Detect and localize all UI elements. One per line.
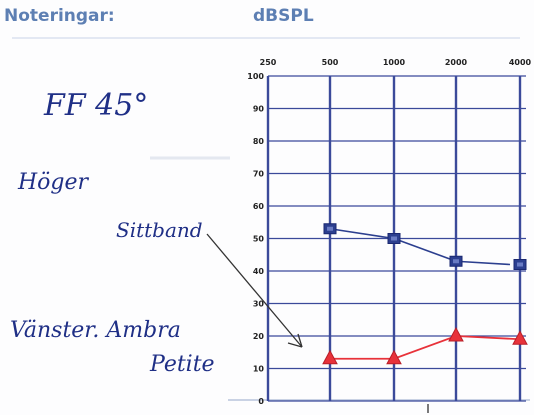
- x-tick-label: 4000: [509, 58, 532, 67]
- series-square: [323, 223, 527, 270]
- x-tick-label: 500: [322, 58, 339, 67]
- data-point-square-inner: [453, 259, 459, 264]
- y-tick-label: 20: [253, 332, 265, 341]
- handwritten-note-position: Sittband: [116, 218, 203, 242]
- y-tick-label: 50: [253, 235, 265, 244]
- data-point-square-inner: [517, 262, 523, 267]
- y-tick-label: 40: [253, 267, 265, 276]
- y-axis-labels: 0 10 20 30 40 50 60 70 80 90 100: [247, 72, 264, 406]
- y-tick-label: 30: [253, 300, 265, 309]
- y-tick-label: 70: [253, 170, 265, 179]
- y-tick-label: 90: [253, 105, 265, 114]
- arrow-shaft: [206, 233, 303, 348]
- series-line: [329, 227, 395, 240]
- y-tick-label: 0: [258, 397, 264, 406]
- arrow-annotation: [206, 233, 303, 348]
- data-point-triangle: [448, 326, 464, 342]
- data-point-triangle: [322, 349, 338, 365]
- series-line: [393, 237, 457, 263]
- handwritten-note-right: Höger: [18, 170, 89, 195]
- data-point-square-inner: [391, 236, 397, 241]
- unit-heading: dBSPL: [253, 6, 314, 26]
- handwritten-note-left: Vänster. Ambra: [10, 318, 181, 343]
- handwritten-note-ff45: FF 45°: [44, 88, 149, 123]
- x-tick-label: 2000: [445, 58, 468, 67]
- arrow-head-icon: [287, 333, 303, 348]
- series-line: [455, 260, 511, 266]
- y-tick-label: 80: [253, 137, 265, 146]
- y-tick-label: 10: [253, 365, 265, 374]
- y-tick-label: 60: [253, 202, 265, 211]
- data-point-triangle: [512, 330, 528, 345]
- series-line: [330, 335, 521, 360]
- data-point-square-inner: [327, 226, 333, 231]
- x-axis-labels: 250 500 1000 2000 4000: [260, 58, 532, 67]
- series-layer: [322, 223, 528, 365]
- handwritten-note-petite: Petite: [150, 352, 215, 377]
- chart-grid: [266, 75, 526, 402]
- x-tick-label: 1000: [383, 58, 406, 67]
- data-point-triangle: [386, 349, 402, 365]
- x-tick-label: 250: [260, 58, 277, 67]
- notes-heading: Noteringar:: [4, 6, 115, 26]
- y-tick-label: 100: [247, 72, 264, 81]
- series-triangle: [322, 326, 528, 365]
